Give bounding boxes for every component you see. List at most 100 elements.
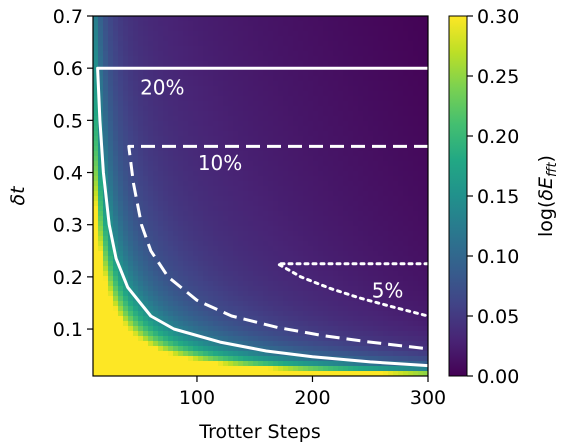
heatmap-cell xyxy=(243,276,249,282)
heatmap-cell xyxy=(253,21,259,27)
heatmap-cell xyxy=(273,226,279,232)
heatmap-cell xyxy=(133,136,139,142)
heatmap-cell xyxy=(188,271,194,277)
heatmap-cell xyxy=(168,56,174,62)
heatmap-cell xyxy=(373,226,379,232)
heatmap-cell xyxy=(158,211,164,217)
heatmap-cell xyxy=(353,181,359,187)
heatmap-cell xyxy=(163,316,169,322)
heatmap-cell xyxy=(223,111,229,117)
heatmap-cell xyxy=(418,321,424,327)
heatmap-cell xyxy=(158,371,164,376)
heatmap-cell xyxy=(268,306,274,312)
heatmap-cell xyxy=(298,171,304,177)
heatmap-cell xyxy=(183,171,189,177)
heatmap-cell xyxy=(258,26,264,32)
heatmap-cell xyxy=(208,151,214,157)
heatmap-cell xyxy=(383,46,389,52)
heatmap-cell xyxy=(238,326,244,332)
heatmap-cell xyxy=(143,201,149,207)
heatmap-cell xyxy=(123,76,129,82)
heatmap-cell xyxy=(248,201,254,207)
heatmap-cell xyxy=(213,231,219,237)
heatmap-cell xyxy=(203,36,209,42)
heatmap-cell xyxy=(218,181,224,187)
heatmap-cell xyxy=(383,211,389,217)
heatmap-cell xyxy=(228,276,234,282)
heatmap-cell xyxy=(168,121,174,127)
heatmap-cell xyxy=(238,81,244,87)
heatmap-cell xyxy=(198,341,204,347)
heatmap-cell xyxy=(338,286,344,292)
heatmap-cell xyxy=(158,296,164,302)
heatmap-cell xyxy=(128,306,134,312)
heatmap-cell xyxy=(283,81,289,87)
heatmap-cell xyxy=(318,166,324,172)
heatmap-cell xyxy=(138,171,144,177)
heatmap-cell xyxy=(423,281,428,287)
heatmap-cell xyxy=(163,291,169,297)
heatmap-cell xyxy=(323,271,329,277)
heatmap-cell xyxy=(368,196,374,202)
heatmap-cell xyxy=(143,336,149,342)
heatmap-cell xyxy=(198,216,204,222)
heatmap-cell xyxy=(178,101,184,107)
heatmap-cell xyxy=(93,51,99,57)
heatmap-cell xyxy=(308,201,314,207)
heatmap-cell xyxy=(303,111,309,117)
heatmap-cell xyxy=(393,296,399,302)
heatmap-cell xyxy=(278,76,284,82)
heatmap-cell xyxy=(233,81,239,87)
heatmap-cell xyxy=(328,256,334,262)
heatmap-cell xyxy=(323,321,329,327)
heatmap-cell xyxy=(208,256,214,262)
heatmap-cell xyxy=(213,241,219,247)
heatmap-cell xyxy=(148,211,154,217)
heatmap-cell xyxy=(148,291,154,297)
heatmap-cell xyxy=(393,366,399,372)
heatmap-cell xyxy=(218,41,224,47)
heatmap-cell xyxy=(178,56,184,62)
y-tick-label: 0.4 xyxy=(53,163,83,185)
heatmap-cell xyxy=(268,301,274,307)
heatmap-cell xyxy=(423,86,428,92)
heatmap-cell xyxy=(253,291,259,297)
heatmap-cell xyxy=(108,131,114,137)
heatmap-cell xyxy=(333,151,339,157)
heatmap-cell xyxy=(363,166,369,172)
heatmap-cell xyxy=(358,21,364,27)
heatmap-cell xyxy=(353,166,359,172)
heatmap-cell xyxy=(363,351,369,357)
heatmap-cell xyxy=(218,281,224,287)
heatmap-cell xyxy=(223,206,229,212)
heatmap-cell xyxy=(413,36,419,42)
heatmap-cell xyxy=(248,291,254,297)
heatmap-cell xyxy=(293,211,299,217)
heatmap-cell xyxy=(378,336,384,342)
heatmap-cell xyxy=(298,106,304,112)
colorbar xyxy=(448,15,468,377)
heatmap-cell xyxy=(228,196,234,202)
heatmap-cell xyxy=(118,221,124,227)
heatmap-cell xyxy=(123,36,129,42)
heatmap-cell xyxy=(173,196,179,202)
heatmap-cell xyxy=(268,331,274,337)
heatmap-cell xyxy=(113,156,119,162)
heatmap-cell xyxy=(133,201,139,207)
heatmap-cell xyxy=(303,241,309,247)
heatmap-cell xyxy=(93,156,99,162)
heatmap-cell xyxy=(123,321,129,327)
heatmap-cell xyxy=(108,336,114,342)
heatmap-cell xyxy=(188,16,194,22)
heatmap-cell xyxy=(213,146,219,152)
heatmap-cell xyxy=(388,276,394,282)
heatmap-cell xyxy=(198,371,204,376)
heatmap-cell xyxy=(203,286,209,292)
heatmap-cell xyxy=(273,221,279,227)
heatmap-cell xyxy=(183,96,189,102)
heatmap-cell xyxy=(263,181,269,187)
heatmap-cell xyxy=(133,171,139,177)
heatmap-cell xyxy=(373,286,379,292)
heatmap-cell xyxy=(228,321,234,327)
heatmap-cell xyxy=(338,331,344,337)
